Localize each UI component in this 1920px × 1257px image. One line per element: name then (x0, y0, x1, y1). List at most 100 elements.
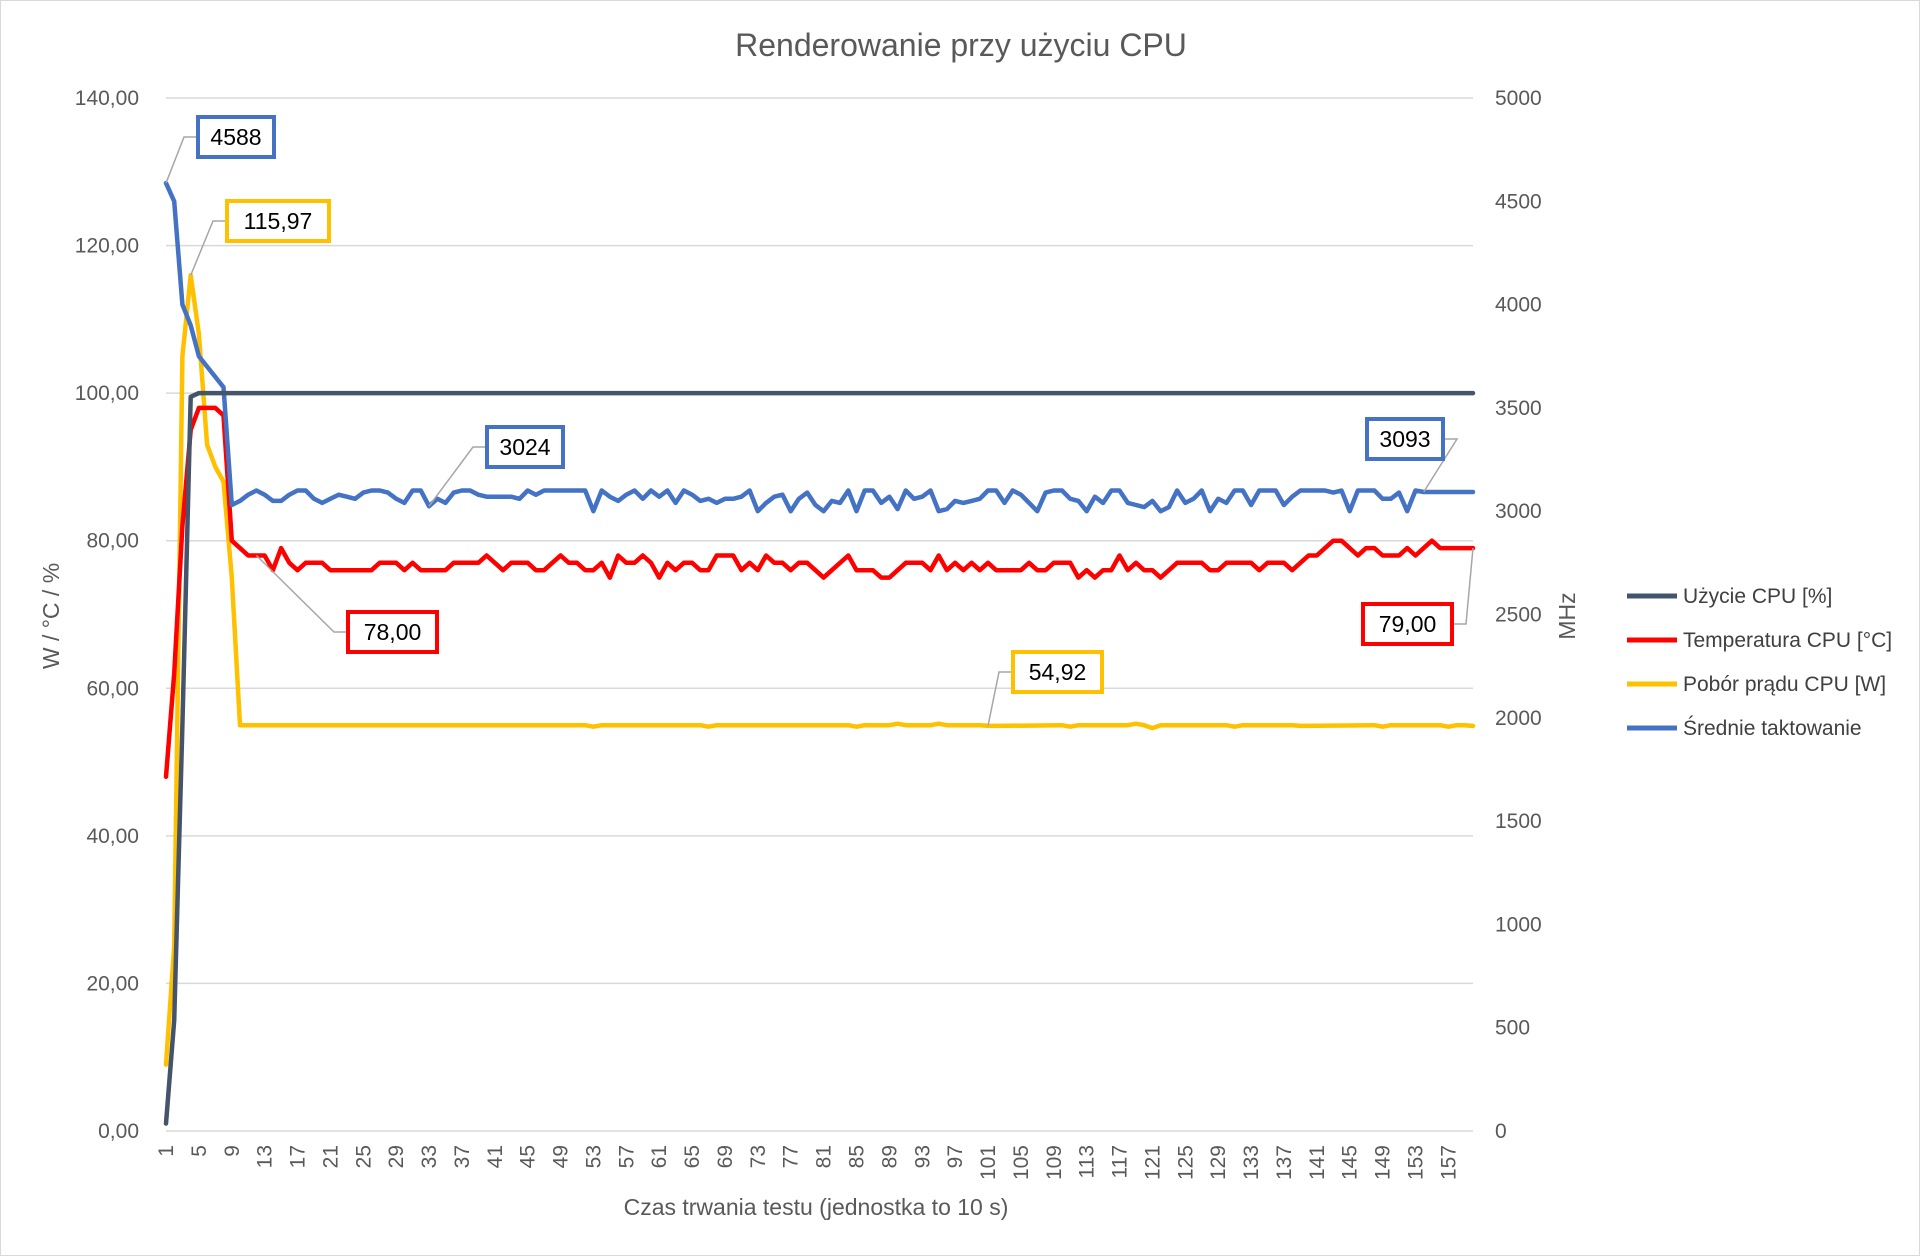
callout-leader (190, 220, 227, 276)
legend-item: Użycie CPU [%] (1627, 585, 1832, 608)
x-tick-label: 93 (911, 1145, 934, 1168)
x-tick-label: 5 (188, 1145, 211, 1157)
x-tick-label: 9 (221, 1145, 244, 1157)
y-axis-right-title: MHz (1554, 592, 1580, 639)
x-tick-label: 105 (1010, 1145, 1033, 1180)
x-tick-label: 101 (977, 1145, 1000, 1180)
callout-box (225, 199, 331, 243)
data-callout: 115,97 (190, 199, 331, 276)
callout-box (196, 115, 276, 159)
x-tick-label: 129 (1207, 1145, 1230, 1180)
x-tick-label: 157 (1437, 1145, 1460, 1180)
y-left-tick-label: 140,00 (75, 87, 139, 110)
x-tick-label: 49 (550, 1145, 573, 1168)
y-left-tick-label: 0,00 (98, 1120, 139, 1143)
callout-label: 79,00 (1379, 611, 1437, 637)
y-left-tick-label: 60,00 (86, 677, 139, 700)
y-right-tick-label: 4500 (1495, 190, 1542, 213)
legend: Użycie CPU [%] Temperatura CPU [°C] Pobór … (1627, 585, 1892, 740)
x-tick-label: 125 (1174, 1145, 1197, 1180)
legend-item: Pobór prądu CPU [W] (1627, 673, 1886, 696)
chart-title: Renderowanie przy użyciu CPU (735, 27, 1187, 63)
x-tick-label: 149 (1372, 1145, 1395, 1180)
x-tick-label: 21 (319, 1145, 342, 1168)
y-right-tick-label: 500 (1495, 1017, 1530, 1040)
callout-leader (428, 446, 487, 507)
x-tick-label: 29 (385, 1145, 408, 1168)
callout-leader (1452, 548, 1474, 625)
y-left-tick-label: 120,00 (75, 235, 139, 258)
y-right-tick-label: 1000 (1495, 913, 1542, 936)
callout-box (346, 610, 439, 654)
y-axis-right-ticks: 0 500 1000 1500 2000 2500 3000 3500 4000 4500 5000 (1495, 87, 1542, 1143)
legend-label: Temperatura CPU [°C] (1683, 629, 1892, 652)
y-right-tick-label: 3000 (1495, 500, 1542, 523)
callout-box (1011, 650, 1104, 694)
y-right-tick-label: 0 (1495, 1120, 1507, 1143)
x-tick-label: 37 (451, 1145, 474, 1168)
y-axis-left-title: W / °C / % (38, 563, 64, 669)
x-tick-label: 117 (1109, 1145, 1132, 1178)
x-tick-label: 17 (287, 1145, 310, 1168)
callout-leader (987, 671, 1013, 726)
x-tick-label: 45 (517, 1145, 540, 1168)
x-tick-label: 121 (1141, 1145, 1164, 1180)
x-tick-label: 81 (813, 1145, 836, 1168)
callout-box (1361, 602, 1454, 646)
x-tick-label: 69 (714, 1145, 737, 1168)
y-axis-left-ticks: 0,00 20,00 40,00 60,00 80,00 100,00 120,00 140,… (75, 87, 139, 1143)
legend-label: Pobór prądu CPU [W] (1683, 673, 1886, 696)
x-axis-ticks: 1 5 9 13 17 21 25 29 33 37 41 45 49 53 57 61 65 69 73 77 81 8… (155, 1145, 1460, 1180)
legend-label: Średnie taktowanie (1683, 716, 1862, 740)
x-tick-label: 41 (484, 1145, 507, 1168)
x-tick-label: 13 (254, 1145, 277, 1168)
series-line (163, 405, 1476, 780)
y-right-tick-label: 1500 (1495, 810, 1542, 833)
data-callout: 78,00 (255, 554, 439, 654)
data-callout: 3093 (1365, 417, 1459, 493)
callout-leader (255, 554, 348, 633)
x-tick-label: 137 (1273, 1145, 1296, 1180)
callout-leader (165, 136, 198, 184)
legend-item: Średnie taktowanie (1627, 716, 1862, 740)
callout-box (485, 425, 565, 469)
y-right-tick-label: 5000 (1495, 87, 1542, 110)
callout-label: 54,92 (1029, 659, 1087, 685)
x-tick-label: 97 (944, 1145, 967, 1168)
callout-label: 115,97 (244, 208, 313, 234)
x-tick-label: 141 (1306, 1145, 1329, 1180)
series-line (163, 390, 1476, 1126)
x-tick-label: 133 (1240, 1145, 1263, 1180)
y-left-tick-label: 80,00 (86, 530, 139, 553)
series-line (163, 273, 1476, 1067)
series-lines (163, 180, 1476, 1126)
x-axis-title: Czas trwania testu (jednostka to 10 s) (624, 1194, 1009, 1220)
y-right-tick-label: 2000 (1495, 707, 1542, 730)
series-line (163, 180, 1476, 514)
data-callouts: 4588 115,97 3024 78,00 54,92 3093 79,00 (165, 115, 1474, 726)
x-tick-label: 89 (878, 1145, 901, 1168)
x-tick-label: 145 (1339, 1145, 1362, 1180)
callout-label: 3093 (1379, 426, 1430, 452)
x-tick-label: 77 (780, 1145, 803, 1168)
legend-label: Użycie CPU [%] (1683, 585, 1832, 608)
y-left-tick-label: 100,00 (75, 382, 139, 405)
data-callout: 54,92 (987, 650, 1104, 726)
y-left-tick-label: 40,00 (86, 825, 139, 848)
x-tick-label: 33 (418, 1145, 441, 1168)
data-callout: 4588 (165, 115, 276, 184)
callout-label: 3024 (499, 434, 550, 460)
callout-box (1365, 417, 1445, 461)
callout-label: 4588 (210, 124, 261, 150)
legend-item: Temperatura CPU [°C] (1627, 629, 1892, 652)
data-callout: 79,00 (1361, 548, 1474, 646)
y-right-tick-label: 2500 (1495, 604, 1542, 627)
x-tick-label: 113 (1076, 1145, 1099, 1178)
y-right-tick-label: 4000 (1495, 294, 1542, 317)
callout-label: 78,00 (364, 619, 422, 645)
x-tick-label: 57 (615, 1145, 638, 1168)
data-callout: 3024 (428, 425, 565, 507)
x-tick-label: 73 (747, 1145, 770, 1168)
y-left-tick-label: 20,00 (86, 972, 139, 995)
